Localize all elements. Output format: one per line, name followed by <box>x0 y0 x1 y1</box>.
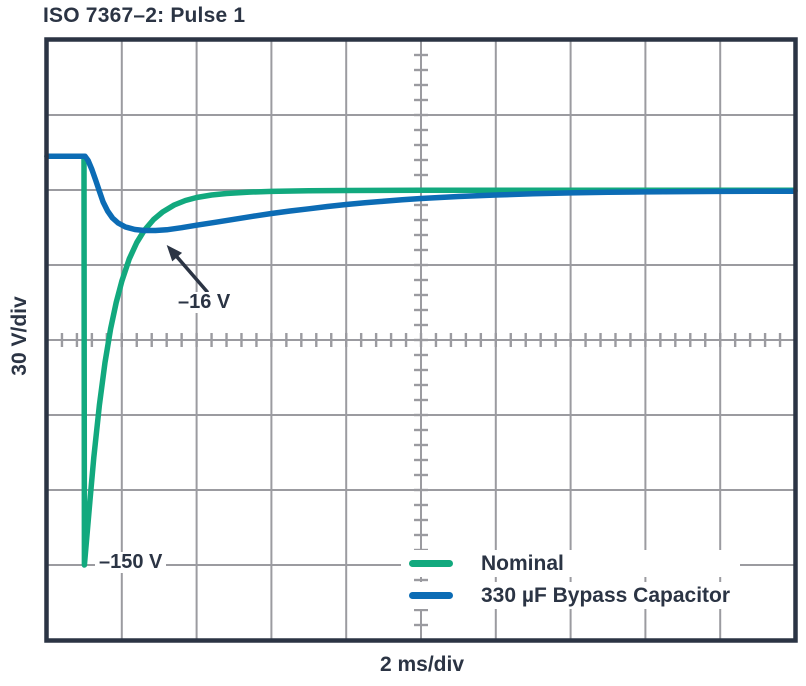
annotation-arrow-line <box>174 254 210 294</box>
x-axis-label: 2 ms/div <box>379 653 465 676</box>
y-axis-label: 30 V/div <box>8 296 31 376</box>
legend-item-nominal: Nominal <box>401 550 741 577</box>
annotation-green-minimum: –150 V <box>95 552 167 573</box>
annotation-arrow-head <box>166 245 183 262</box>
legend: Nominal 330 µF Bypass Capacitor <box>401 550 741 614</box>
series-trace-nominal <box>44 153 798 568</box>
legend-label-nominal: Nominal <box>481 551 564 575</box>
legend-item-bypass-capacitor: 330 µF Bypass Capacitor <box>401 582 741 609</box>
annotation-blue-minimum: –16 V <box>178 291 231 313</box>
legend-label-bypass-capacitor: 330 µF Bypass Capacitor <box>481 583 731 607</box>
legend-swatch-nominal <box>409 560 453 567</box>
chart-title: ISO 7367–2: Pulse 1 <box>43 4 246 27</box>
legend-swatch-bypass-capacitor <box>409 592 453 599</box>
series-trace-bypass-capacitor <box>44 153 798 234</box>
plot-border <box>44 37 798 643</box>
